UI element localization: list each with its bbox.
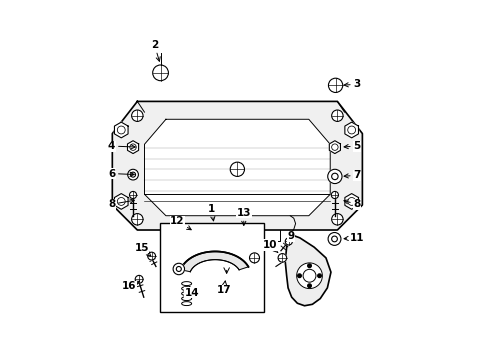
Circle shape xyxy=(347,126,355,134)
Circle shape xyxy=(278,253,286,262)
Circle shape xyxy=(331,192,338,199)
Text: 17: 17 xyxy=(216,281,231,295)
Polygon shape xyxy=(344,122,358,138)
Polygon shape xyxy=(112,102,362,230)
Polygon shape xyxy=(114,194,128,209)
Text: 11: 11 xyxy=(344,233,364,243)
Ellipse shape xyxy=(181,302,191,306)
Circle shape xyxy=(328,78,342,93)
Text: 8: 8 xyxy=(343,199,360,209)
Circle shape xyxy=(331,213,343,225)
Text: 15: 15 xyxy=(134,243,150,256)
Circle shape xyxy=(117,126,125,134)
Circle shape xyxy=(129,192,136,199)
Polygon shape xyxy=(144,119,329,216)
Circle shape xyxy=(127,169,138,180)
Polygon shape xyxy=(180,251,248,272)
Circle shape xyxy=(307,284,311,288)
Circle shape xyxy=(130,144,136,150)
Circle shape xyxy=(296,263,322,289)
Circle shape xyxy=(285,238,292,245)
Ellipse shape xyxy=(181,292,191,296)
FancyBboxPatch shape xyxy=(160,223,264,312)
Polygon shape xyxy=(114,122,128,138)
Text: 13: 13 xyxy=(236,208,250,225)
Circle shape xyxy=(347,198,355,205)
Text: 2: 2 xyxy=(150,40,160,61)
Text: 16: 16 xyxy=(122,281,140,292)
Text: 1: 1 xyxy=(207,204,215,221)
Polygon shape xyxy=(328,141,340,154)
Circle shape xyxy=(297,274,301,278)
Text: 14: 14 xyxy=(184,286,199,297)
Circle shape xyxy=(327,169,341,184)
Ellipse shape xyxy=(181,282,191,285)
Ellipse shape xyxy=(181,297,191,301)
Text: 5: 5 xyxy=(344,141,360,151)
Circle shape xyxy=(307,264,311,267)
Circle shape xyxy=(317,274,321,278)
Circle shape xyxy=(117,198,125,205)
Text: 10: 10 xyxy=(263,240,277,253)
Ellipse shape xyxy=(181,287,191,291)
Text: 8: 8 xyxy=(108,199,134,209)
Circle shape xyxy=(131,110,143,121)
Circle shape xyxy=(152,65,168,81)
Circle shape xyxy=(331,110,343,121)
Circle shape xyxy=(331,144,337,150)
Text: 9: 9 xyxy=(287,231,294,241)
Text: 3: 3 xyxy=(344,79,360,89)
Circle shape xyxy=(131,213,143,225)
Polygon shape xyxy=(344,194,358,209)
Polygon shape xyxy=(285,234,330,306)
Circle shape xyxy=(327,233,340,246)
Text: 12: 12 xyxy=(170,216,191,230)
Text: 6: 6 xyxy=(108,168,134,179)
Circle shape xyxy=(135,275,143,283)
Circle shape xyxy=(173,263,184,275)
Circle shape xyxy=(230,162,244,176)
Circle shape xyxy=(147,252,155,260)
Polygon shape xyxy=(127,141,138,154)
Text: 4: 4 xyxy=(108,141,135,151)
Circle shape xyxy=(249,253,259,263)
Text: 7: 7 xyxy=(344,170,360,180)
